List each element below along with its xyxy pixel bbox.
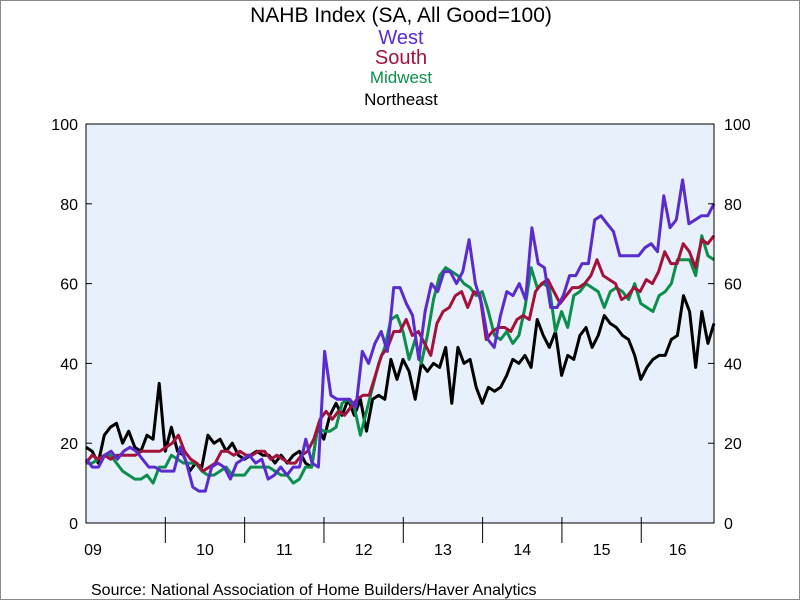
x-tick-label: 11 bbox=[276, 542, 293, 559]
y-tick-label-left: 60 bbox=[60, 277, 78, 294]
y-tick-label-left: 40 bbox=[60, 356, 78, 373]
legend-entry-south: South bbox=[375, 47, 427, 69]
y-tick-label-right: 60 bbox=[724, 277, 742, 294]
plot-border bbox=[85, 123, 715, 524]
series-line-midwest bbox=[86, 234, 715, 485]
x-tick-label: 13 bbox=[434, 542, 452, 559]
legend-entry-west: West bbox=[378, 27, 424, 49]
x-tick-label: 14 bbox=[513, 542, 531, 559]
chart-title: NAHB Index (SA, All Good=100) bbox=[250, 4, 552, 27]
y-tick-label-right: 40 bbox=[724, 356, 742, 373]
y-tick-label-right: 100 bbox=[724, 117, 751, 134]
legend-entry-northeast: Northeast bbox=[364, 90, 438, 109]
y-tick-label-left: 80 bbox=[60, 197, 78, 214]
series-line-west bbox=[84, 178, 716, 493]
x-tick-label: 16 bbox=[669, 542, 687, 559]
x-tick-label: 09 bbox=[84, 542, 102, 559]
y-tick-label-right: 0 bbox=[724, 516, 733, 533]
source-note: Source: National Association of Home Bui… bbox=[91, 582, 537, 599]
series-line-south bbox=[84, 234, 716, 473]
y-tick-label-left: 20 bbox=[60, 436, 78, 453]
series-layer bbox=[84, 178, 716, 493]
series-line-northeast bbox=[85, 294, 716, 473]
y-tick-label-right: 80 bbox=[724, 197, 742, 214]
y-tick-label-left: 0 bbox=[69, 516, 78, 533]
x-tick-label: 15 bbox=[593, 542, 611, 559]
x-tick-label: 10 bbox=[196, 542, 214, 559]
axes-layer: 0 0 20 20 40 40 60 60 80 80 100 100 09 10 11 12 13 14 15 16 bbox=[51, 117, 751, 559]
y-tick-label-left: 100 bbox=[51, 117, 78, 134]
x-tick-label: 12 bbox=[355, 542, 373, 559]
y-tick-label-right: 20 bbox=[724, 436, 742, 453]
legend-entry-midwest: Midwest bbox=[370, 68, 433, 87]
